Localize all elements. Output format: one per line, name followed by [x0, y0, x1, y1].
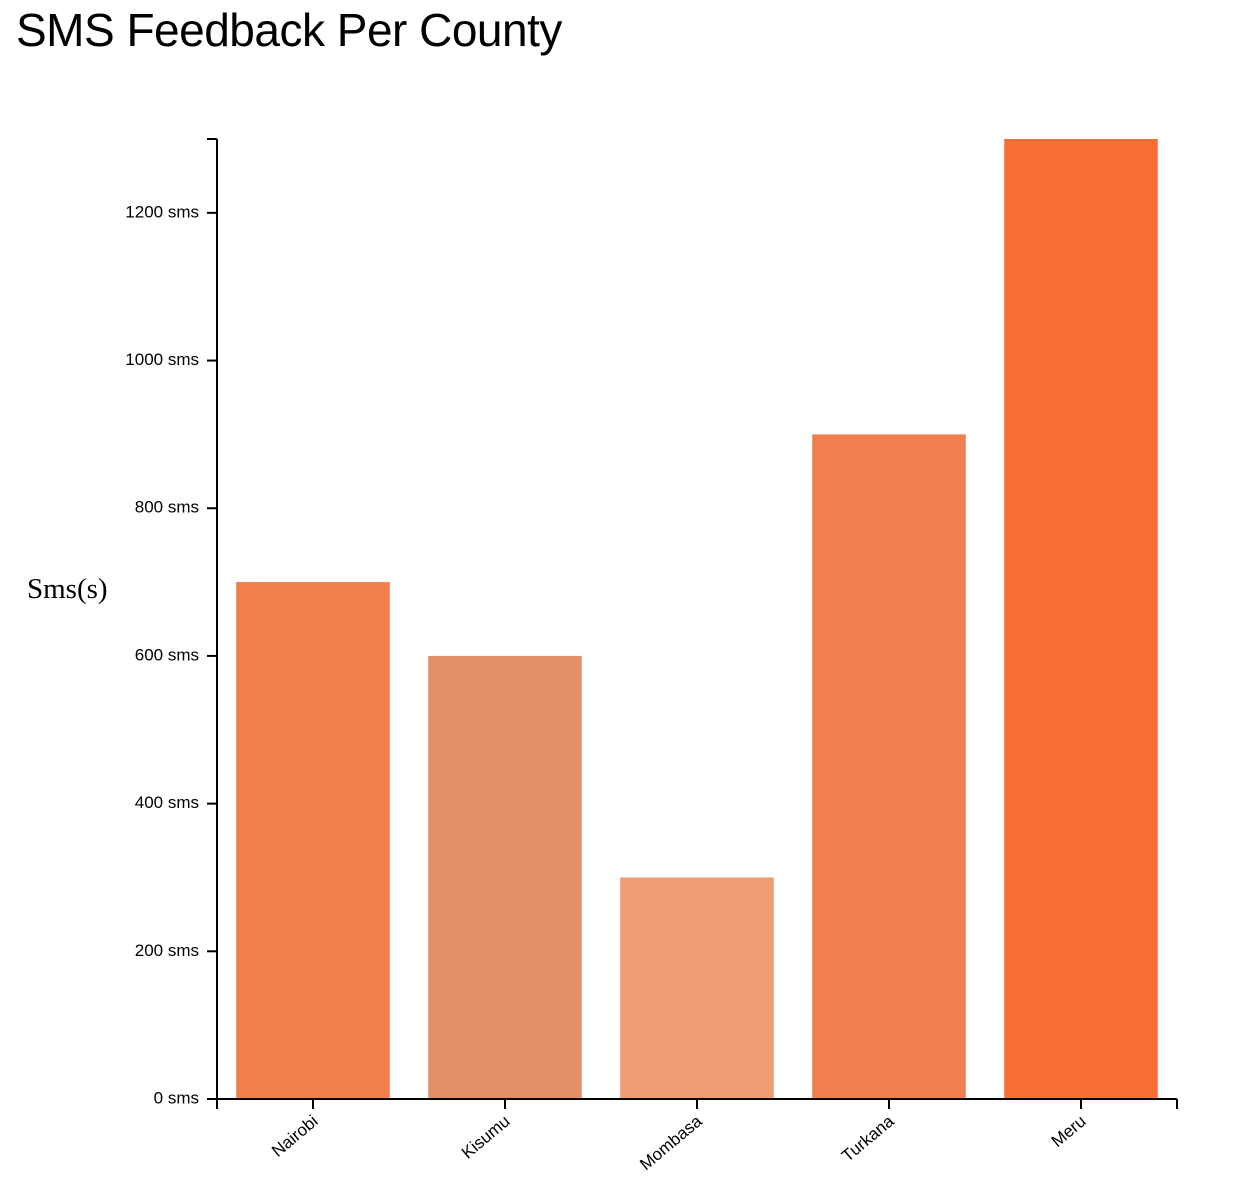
y-tick-label: 800 sms [135, 498, 199, 517]
bar-turkana [812, 434, 966, 1099]
x-tick-label: Mombasa [636, 1111, 706, 1174]
x-axis: Nairobi Kisumu Mombasa Turkana Meru [216, 1098, 1178, 1174]
x-tick-label: Nairobi [268, 1112, 321, 1161]
y-tick-label: 0 sms [154, 1088, 199, 1107]
y-tick-label: 1200 sms [125, 202, 199, 221]
x-tick-label: Kisumu [458, 1112, 514, 1163]
y-axis: 0 sms 200 sms 400 sms 600 sms 800 sms 1000 sm… [125, 138, 218, 1107]
x-tick-label: Meru [1048, 1112, 1090, 1151]
page-title: SMS Feedback Per County [16, 4, 562, 56]
bar-mombasa [620, 877, 774, 1099]
bar-nairobi [236, 582, 390, 1099]
y-axis-title: Sms(s) [27, 573, 108, 605]
y-tick-label: 1000 sms [125, 350, 199, 369]
bar-meru [1004, 139, 1158, 1099]
y-tick-label: 400 sms [135, 793, 199, 812]
bar-kisumu [428, 655, 582, 1099]
x-tick-label: Turkana [838, 1111, 898, 1166]
y-tick-label: 200 sms [135, 941, 199, 960]
y-tick-label: 600 sms [135, 645, 199, 664]
bars-group [236, 139, 1158, 1099]
